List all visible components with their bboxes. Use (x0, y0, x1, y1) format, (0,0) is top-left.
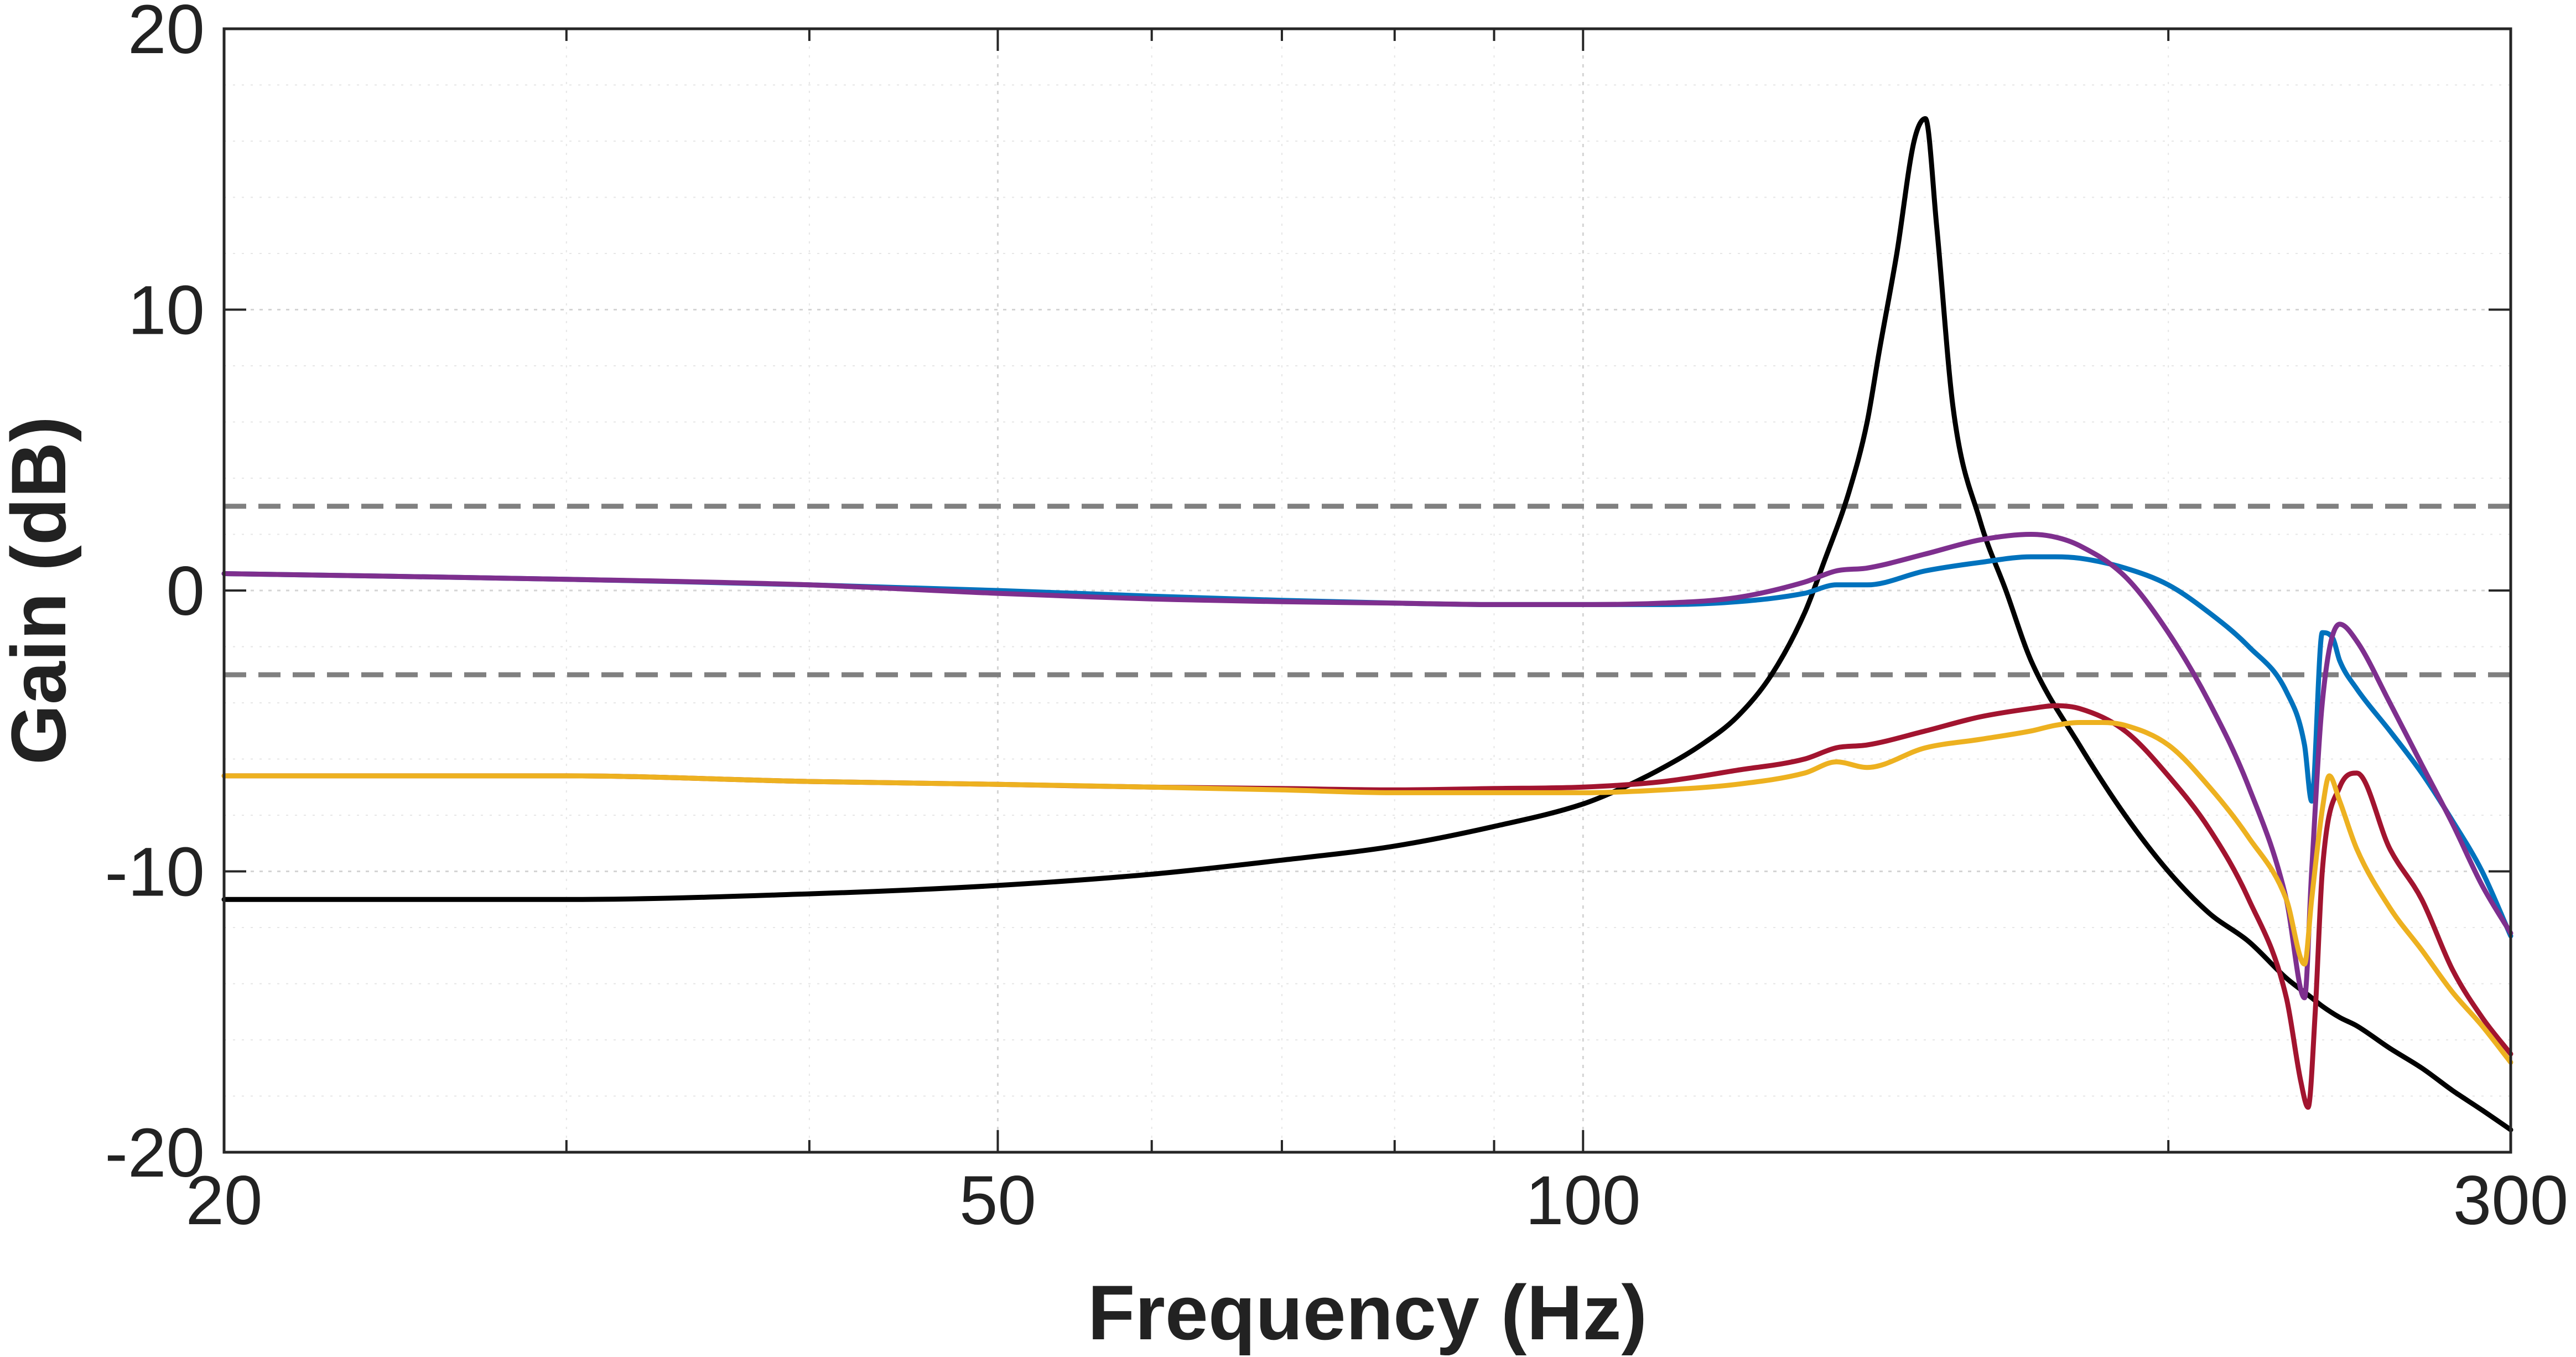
series-line-purple (221, 532, 2513, 1001)
y-tick-label: -20 (105, 1115, 205, 1192)
reference-lines (224, 504, 2511, 677)
x-tick-label: 300 (2453, 1162, 2569, 1239)
series-line-yellow (221, 720, 2513, 1065)
y-tick-label: -10 (105, 834, 205, 911)
y-tick-label: 20 (128, 0, 205, 68)
axis-ticks (223, 28, 2512, 1153)
x-tick-label: 20 (185, 1162, 262, 1239)
data-series (221, 116, 2513, 1132)
series-line-black (221, 116, 2513, 1132)
x-tick-label: 50 (959, 1162, 1036, 1239)
series-line-blue (221, 554, 2513, 939)
y-tick-label: 0 (166, 553, 205, 630)
y-axis-title: Gain (dB) (0, 416, 82, 765)
y-tick-labels: -20 -10 0 10 20 (105, 0, 205, 1192)
x-axis-title: Frequency (Hz) (1088, 1269, 1647, 1356)
x-tick-label: 100 (1525, 1162, 1641, 1239)
y-tick-label: 10 (128, 272, 205, 349)
x-tick-labels: 20 50 100 300 (185, 1162, 2568, 1239)
